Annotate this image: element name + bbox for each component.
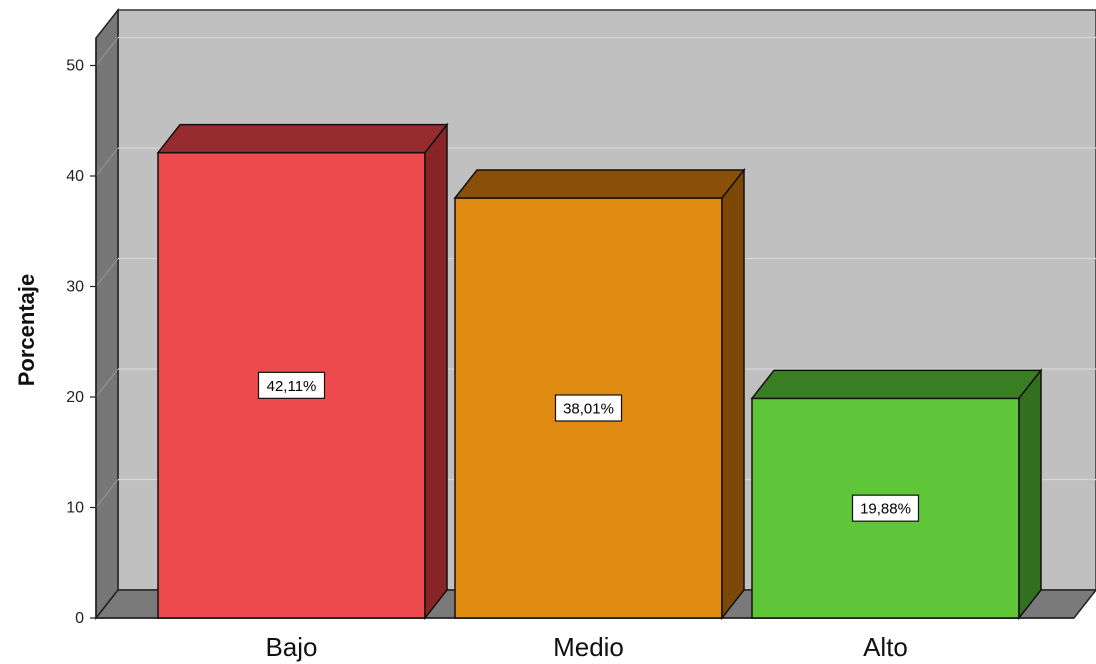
x-tick-label: Bajo — [265, 632, 317, 662]
data-label: 42,11% — [267, 378, 317, 395]
x-axis-labels: Bajo Medio Alto — [265, 632, 907, 662]
data-label-box — [554, 394, 623, 422]
bar-side — [721, 167, 745, 621]
bar-group: 42,11% — [156, 122, 449, 621]
bar-group: 38,01% — [453, 167, 746, 621]
data-label-box — [851, 494, 920, 522]
y-tick-label: 20 — [66, 389, 84, 406]
y-tick-label: 30 — [66, 279, 84, 296]
x-tick-label: Alto — [863, 632, 908, 662]
data-label-box — [257, 371, 326, 399]
x-tick-label: Medio — [553, 632, 624, 662]
gridline-side — [95, 37, 119, 66]
gridline-side — [95, 258, 119, 287]
y-tick-label: 10 — [66, 500, 84, 517]
bar-top — [156, 123, 449, 154]
bars: 42,11% 38,01% 19,88% — [156, 122, 1043, 621]
y-tick-label: 0 — [75, 610, 84, 627]
data-label: 38,01% — [563, 400, 614, 417]
bar-group: 19,88% — [750, 368, 1043, 621]
y-tick-label: 40 — [66, 168, 84, 185]
bar-side — [424, 122, 448, 621]
y-axis-title: Porcentaje — [14, 274, 39, 387]
bar-top — [453, 169, 746, 199]
y-tick-label: 50 — [66, 58, 84, 75]
gridline-side — [95, 368, 119, 398]
gridline-side — [95, 479, 119, 508]
gridline-side — [95, 147, 119, 177]
data-label: 19,88% — [860, 501, 911, 518]
bar-side — [1018, 368, 1042, 621]
bar-top — [750, 369, 1043, 400]
side-wall — [95, 7, 119, 621]
